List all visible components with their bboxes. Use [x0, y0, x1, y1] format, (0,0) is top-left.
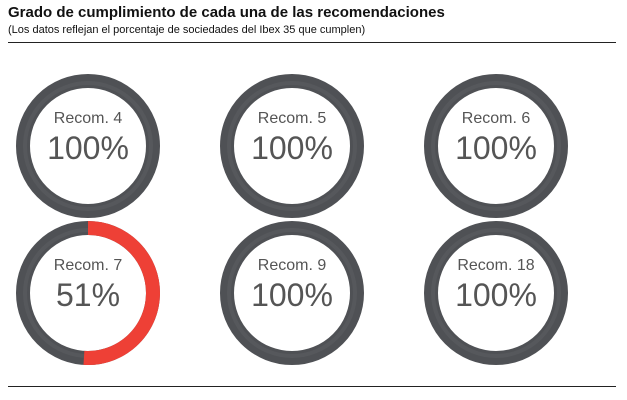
donut-label: Recom. 4	[54, 110, 123, 127]
bottom-divider	[8, 386, 616, 387]
donut-5: Recom. 9 100%	[220, 221, 364, 365]
chart-title: Grado de cumplimiento de cada una de las…	[8, 4, 445, 21]
donut-label: Recom. 5	[258, 110, 327, 127]
donut-1: Recom. 4 100%	[16, 74, 160, 218]
donut-track-shade	[431, 228, 561, 358]
donut-track-shade	[227, 81, 357, 211]
donut-value-label: 100%	[251, 130, 333, 166]
donut-track-shade	[227, 228, 357, 358]
donut-3: Recom. 6 100%	[424, 74, 568, 218]
donut-6: Recom. 18 100%	[424, 221, 568, 365]
donut-value-label: 100%	[251, 277, 333, 313]
chart-subtitle: (Los datos reflejan el porcentaje de soc…	[8, 24, 366, 36]
donut-label: Recom. 7	[54, 257, 123, 274]
donut-value-label: 100%	[47, 130, 129, 166]
donut-4: Recom. 7 51%	[16, 221, 160, 365]
donut-2: Recom. 5 100%	[220, 74, 364, 218]
donut-track-shade	[23, 81, 153, 211]
donut-label: Recom. 9	[258, 257, 327, 274]
donut-value-arc	[83, 221, 160, 365]
donut-value-label: 100%	[455, 277, 537, 313]
donut-value-label: 51%	[56, 277, 120, 313]
donut-value-label: 100%	[455, 130, 537, 166]
donut-label: Recom. 18	[457, 257, 534, 274]
donut-label: Recom. 6	[462, 110, 531, 127]
top-divider	[8, 42, 616, 43]
donut-track-shade	[431, 81, 561, 211]
